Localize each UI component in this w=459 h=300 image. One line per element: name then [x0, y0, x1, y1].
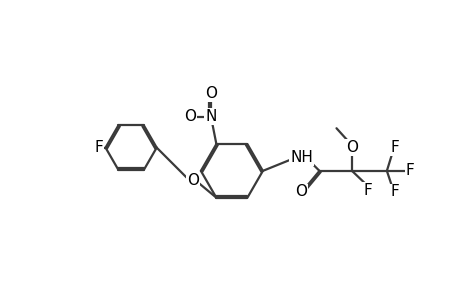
- Text: N: N: [205, 109, 216, 124]
- Text: NH: NH: [290, 150, 313, 165]
- Text: F: F: [94, 140, 103, 155]
- Text: O: O: [295, 184, 307, 199]
- Text: F: F: [389, 184, 398, 199]
- Text: O: O: [205, 86, 217, 101]
- Text: O: O: [187, 173, 199, 188]
- Text: O: O: [345, 140, 357, 155]
- Text: O: O: [184, 109, 196, 124]
- Text: F: F: [389, 140, 398, 155]
- Text: F: F: [362, 183, 371, 198]
- Text: F: F: [405, 164, 414, 178]
